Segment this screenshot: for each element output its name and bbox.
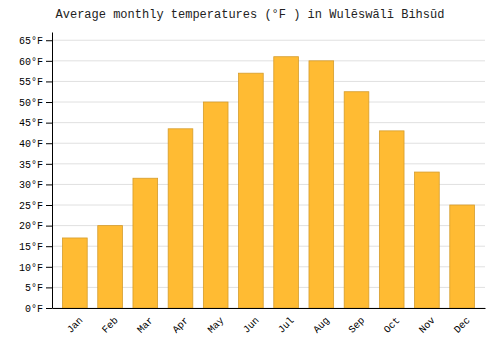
y-tick: 40°F — [19, 139, 52, 150]
title: Average monthly temperatures (°F ) in Wu… — [56, 8, 445, 22]
y-tick-label: 30°F — [19, 180, 43, 191]
bar — [379, 131, 404, 308]
x-tick: Feb — [100, 315, 121, 336]
x-tick-label: Nov — [417, 315, 438, 336]
axis-line — [53, 308, 486, 309]
bar — [203, 102, 228, 308]
y-tick-mark — [46, 184, 52, 185]
x-tick-label: Jan — [65, 315, 86, 336]
x-tick: Nov — [417, 315, 438, 336]
y-tick-mark — [46, 81, 52, 82]
x-tick-label: Jul — [276, 315, 297, 336]
x-tick-label: Jun — [241, 315, 262, 336]
y-tick: 0°F — [25, 304, 52, 315]
y-tick-mark — [46, 246, 52, 247]
x-tick-label: Aug — [311, 315, 332, 336]
x-tick-label: Oct — [382, 315, 403, 336]
y-tick-mark — [46, 308, 52, 309]
y-tick: 20°F — [19, 221, 52, 232]
y-tick: 10°F — [19, 263, 52, 274]
y-tick-label: 10°F — [19, 263, 43, 274]
x-axis: Jan Feb Mar Apr May Jun Jul Aug Sep Oct Nov Dec — [53, 309, 486, 336]
y-tick: 25°F — [19, 201, 52, 212]
bar — [98, 226, 123, 308]
y-tick: 55°F — [19, 77, 52, 88]
bar — [63, 238, 88, 308]
bar — [344, 92, 369, 308]
y-tick-mark — [46, 226, 52, 227]
y-tick-label: 45°F — [19, 118, 43, 129]
y-tick-mark — [46, 102, 52, 103]
bars — [63, 57, 475, 308]
x-tick-label: Sep — [347, 315, 368, 336]
x-tick: Dec — [452, 315, 473, 336]
y-tick: 65°F — [19, 36, 52, 47]
y-tick-mark — [46, 40, 52, 41]
y-axis: 0°F 5°F 10°F 15°F 20°F 25°F 30°F 35°F 40°F 45°F 50… — [19, 33, 53, 315]
y-tick-mark — [46, 205, 52, 206]
y-tick: 30°F — [19, 180, 52, 191]
x-tick: Sep — [347, 315, 368, 336]
y-tick-label: 5°F — [25, 283, 43, 294]
x-tick: Aug — [311, 315, 332, 336]
axis-line — [52, 33, 53, 309]
x-tick: Oct — [382, 315, 403, 336]
bar — [274, 57, 299, 308]
chart: Jan Feb Mar Apr May Jun Jul Aug Sep Oct Nov Dec 0°F 5… — [0, 0, 500, 350]
y-tick-mark — [46, 267, 52, 268]
x-tick: Jul — [276, 315, 297, 336]
grid-line — [52, 143, 485, 144]
x-tick: Jan — [65, 315, 86, 336]
x-tick: Jun — [241, 315, 262, 336]
y-tick: 5°F — [25, 283, 52, 294]
x-tick-label: Feb — [100, 315, 121, 336]
y-tick-mark — [46, 61, 52, 62]
y-tick-label: 50°F — [19, 98, 43, 109]
y-tick: 50°F — [19, 98, 52, 109]
plot: Jan Feb Mar Apr May Jun Jul Aug Sep Oct Nov Dec 0°F 5… — [19, 33, 486, 336]
grid-line — [52, 40, 485, 41]
y-tick-mark — [46, 123, 52, 124]
y-tick-label: 15°F — [19, 242, 43, 253]
y-tick-mark — [46, 164, 52, 165]
bar — [309, 61, 334, 308]
x-tick-label: Mar — [135, 315, 156, 336]
y-tick-label: 55°F — [19, 77, 43, 88]
x-tick: May — [206, 315, 227, 336]
bar — [133, 178, 158, 308]
y-tick: 45°F — [19, 118, 52, 129]
y-tick: 35°F — [19, 160, 52, 171]
y-tick-label: 35°F — [19, 160, 43, 171]
y-tick-label: 20°F — [19, 221, 43, 232]
y-tick-label: 40°F — [19, 139, 43, 150]
grid-line — [52, 102, 485, 103]
x-tick-label: May — [206, 315, 227, 336]
y-tick: 15°F — [19, 242, 52, 253]
bar — [450, 205, 475, 308]
y-tick-mark — [46, 143, 52, 144]
y-tick-label: 65°F — [19, 36, 43, 47]
grid — [52, 40, 485, 308]
bar — [168, 129, 193, 308]
y-tick-label: 60°F — [19, 57, 43, 68]
x-tick-label: Apr — [171, 315, 192, 336]
y-tick-mark — [46, 287, 52, 288]
grid-line — [52, 122, 485, 123]
bar — [239, 73, 264, 308]
x-tick-label: Dec — [452, 315, 473, 336]
x-tick: Apr — [171, 315, 192, 336]
grid-line — [52, 163, 485, 164]
y-tick-label: 25°F — [19, 201, 43, 212]
grid-line — [52, 60, 485, 61]
bar — [415, 172, 440, 308]
grid-line — [52, 81, 485, 82]
x-tick: Mar — [135, 315, 156, 336]
y-tick: 60°F — [19, 57, 52, 68]
y-tick-label: 0°F — [25, 304, 43, 315]
